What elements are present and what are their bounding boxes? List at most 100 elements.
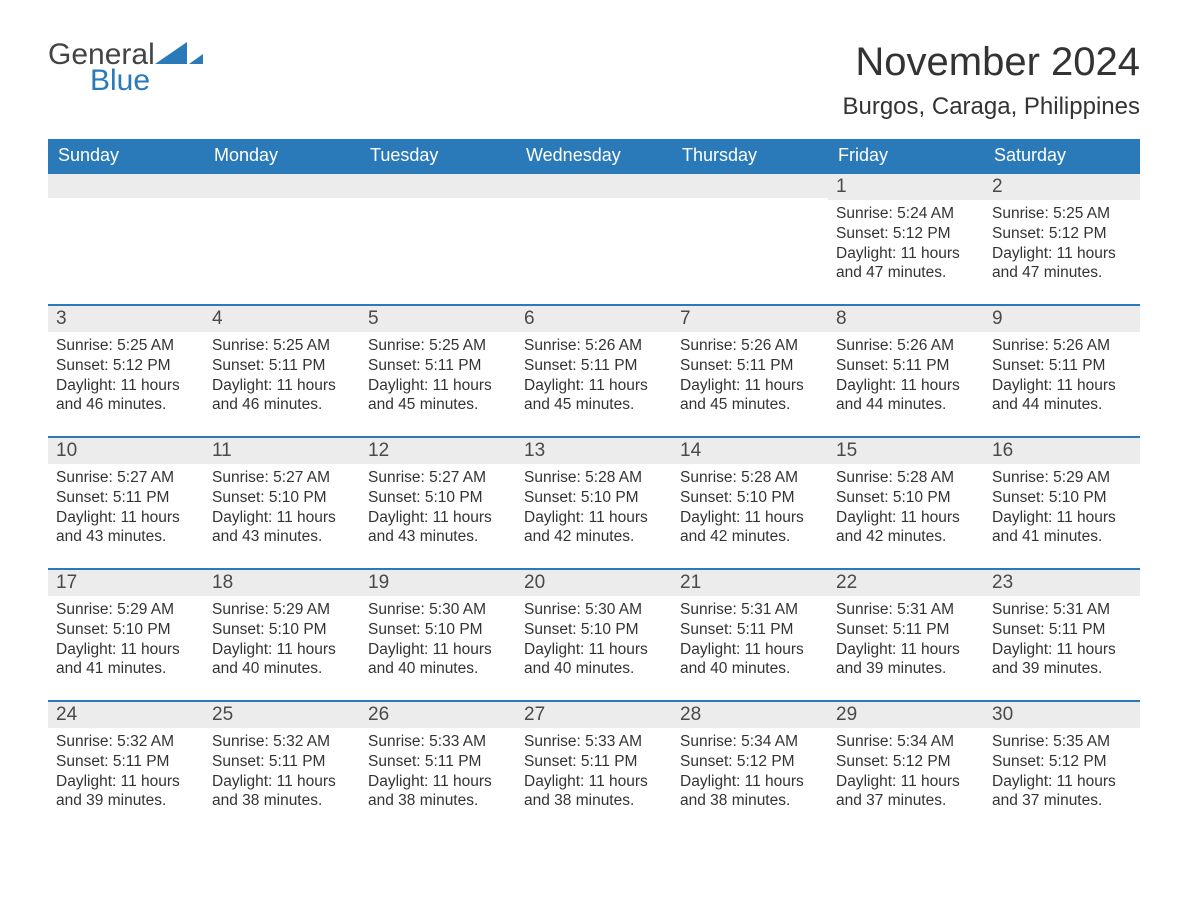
daylight-line: Daylight: 11 hours and 46 minutes.: [212, 376, 352, 416]
day-number: 8: [828, 304, 984, 332]
daylight-line: Daylight: 11 hours and 44 minutes.: [836, 376, 976, 416]
daylight-line: Daylight: 11 hours and 45 minutes.: [680, 376, 820, 416]
calendar-table: SundayMondayTuesdayWednesdayThursdayFrid…: [48, 139, 1140, 832]
daylight-line: Daylight: 11 hours and 37 minutes.: [836, 772, 976, 812]
day-details: Sunrise: 5:32 AMSunset: 5:11 PMDaylight:…: [48, 728, 204, 817]
sunrise-line: Sunrise: 5:26 AM: [992, 336, 1132, 356]
sunrise-line: Sunrise: 5:27 AM: [212, 468, 352, 488]
sunrise-line: Sunrise: 5:25 AM: [56, 336, 196, 356]
daylight-line: Daylight: 11 hours and 40 minutes.: [368, 640, 508, 680]
sunset-line: Sunset: 5:10 PM: [524, 488, 664, 508]
daylight-line: Daylight: 11 hours and 40 minutes.: [212, 640, 352, 680]
calendar-week: 10Sunrise: 5:27 AMSunset: 5:11 PMDayligh…: [48, 436, 1140, 568]
day-number: 27: [516, 700, 672, 728]
daylight-line: Daylight: 11 hours and 40 minutes.: [524, 640, 664, 680]
sunset-line: Sunset: 5:11 PM: [524, 752, 664, 772]
sunrise-line: Sunrise: 5:34 AM: [836, 732, 976, 752]
sunset-line: Sunset: 5:11 PM: [368, 356, 508, 376]
calendar-day: 6Sunrise: 5:26 AMSunset: 5:11 PMDaylight…: [516, 304, 672, 436]
sunrise-line: Sunrise: 5:29 AM: [212, 600, 352, 620]
sunrise-line: Sunrise: 5:33 AM: [368, 732, 508, 752]
calendar-week: 24Sunrise: 5:32 AMSunset: 5:11 PMDayligh…: [48, 700, 1140, 832]
day-details: Sunrise: 5:24 AMSunset: 5:12 PMDaylight:…: [828, 200, 984, 289]
sunrise-line: Sunrise: 5:24 AM: [836, 204, 976, 224]
weekday-header: Thursday: [672, 139, 828, 172]
day-details: Sunrise: 5:31 AMSunset: 5:11 PMDaylight:…: [828, 596, 984, 685]
sunrise-line: Sunrise: 5:31 AM: [680, 600, 820, 620]
day-number: 19: [360, 568, 516, 596]
sunset-line: Sunset: 5:11 PM: [368, 752, 508, 772]
day-details: Sunrise: 5:31 AMSunset: 5:11 PMDaylight:…: [984, 596, 1140, 685]
calendar-day: 20Sunrise: 5:30 AMSunset: 5:10 PMDayligh…: [516, 568, 672, 700]
sunrise-line: Sunrise: 5:26 AM: [836, 336, 976, 356]
day-number: 4: [204, 304, 360, 332]
calendar-day: 1Sunrise: 5:24 AMSunset: 5:12 PMDaylight…: [828, 172, 984, 304]
brand-text: General Blue: [48, 40, 155, 96]
location: Burgos, Caraga, Philippines: [842, 93, 1140, 121]
daylight-line: Daylight: 11 hours and 38 minutes.: [368, 772, 508, 812]
sunset-line: Sunset: 5:12 PM: [836, 752, 976, 772]
day-details: Sunrise: 5:32 AMSunset: 5:11 PMDaylight:…: [204, 728, 360, 817]
day-number: 28: [672, 700, 828, 728]
weekday-header: Friday: [828, 139, 984, 172]
sunset-line: Sunset: 5:12 PM: [836, 224, 976, 244]
sunset-line: Sunset: 5:10 PM: [212, 620, 352, 640]
day-number: 2: [984, 172, 1140, 200]
calendar-week: 3Sunrise: 5:25 AMSunset: 5:12 PMDaylight…: [48, 304, 1140, 436]
day-details: Sunrise: 5:25 AMSunset: 5:12 PMDaylight:…: [48, 332, 204, 421]
calendar-day-empty: [48, 172, 204, 304]
calendar-day: 26Sunrise: 5:33 AMSunset: 5:11 PMDayligh…: [360, 700, 516, 832]
daylight-line: Daylight: 11 hours and 47 minutes.: [992, 244, 1132, 284]
calendar-day: 19 Sunrise: 5:30 AMSunset: 5:10 PMDayligh…: [360, 568, 516, 700]
sunrise-line: Sunrise: 5:32 AM: [56, 732, 196, 752]
day-details: Sunrise: 5:35 AMSunset: 5:12 PMDaylight:…: [984, 728, 1140, 817]
daylight-line: Daylight: 11 hours and 39 minutes.: [992, 640, 1132, 680]
calendar-day: 7Sunrise: 5:26 AMSunset: 5:11 PMDaylight…: [672, 304, 828, 436]
sunset-line: Sunset: 5:12 PM: [680, 752, 820, 772]
day-number: 23: [984, 568, 1140, 596]
calendar-day: 15Sunrise: 5:28 AMSunset: 5:10 PMDayligh…: [828, 436, 984, 568]
brand-sail-icon: [153, 40, 203, 78]
sunset-line: Sunset: 5:11 PM: [56, 752, 196, 772]
calendar-day: 25Sunrise: 5:32 AMSunset: 5:11 PMDayligh…: [204, 700, 360, 832]
day-details: Sunrise: 5:34 AMSunset: 5:12 PMDaylight:…: [828, 728, 984, 817]
day-details: Sunrise: 5:25 AMSunset: 5:11 PMDaylight:…: [360, 332, 516, 421]
day-number: 29: [828, 700, 984, 728]
daylight-line: Daylight: 11 hours and 43 minutes.: [368, 508, 508, 548]
day-details: Sunrise: 5:31 AMSunset: 5:11 PMDaylight:…: [672, 596, 828, 685]
calendar-day-empty: [516, 172, 672, 304]
sunset-line: Sunset: 5:11 PM: [56, 488, 196, 508]
day-number: 18: [204, 568, 360, 596]
sunset-line: Sunset: 5:11 PM: [836, 356, 976, 376]
day-details: Sunrise: 5:29 AMSunset: 5:10 PMDaylight:…: [204, 596, 360, 685]
sunrise-line: Sunrise: 5:29 AM: [56, 600, 196, 620]
day-details: Sunrise: 5:34 AMSunset: 5:12 PMDaylight:…: [672, 728, 828, 817]
day-number: 17: [48, 568, 204, 596]
sunrise-line: Sunrise: 5:27 AM: [56, 468, 196, 488]
day-number: 10: [48, 436, 204, 464]
day-number: 5: [360, 304, 516, 332]
sunrise-line: Sunrise: 5:30 AM: [368, 600, 508, 620]
weekday-header: Wednesday: [516, 139, 672, 172]
brand-logo: General Blue: [48, 40, 203, 96]
sunset-line: Sunset: 5:10 PM: [992, 488, 1132, 508]
daylight-line: Daylight: 11 hours and 42 minutes.: [680, 508, 820, 548]
title-block: November 2024 Burgos, Caraga, Philippine…: [842, 40, 1140, 121]
day-number: 24: [48, 700, 204, 728]
sunset-line: Sunset: 5:12 PM: [56, 356, 196, 376]
sunrise-line: Sunrise: 5:29 AM: [992, 468, 1132, 488]
sunset-line: Sunset: 5:10 PM: [368, 620, 508, 640]
day-details: Sunrise: 5:26 AMSunset: 5:11 PMDaylight:…: [828, 332, 984, 421]
day-number: 30: [984, 700, 1140, 728]
sunset-line: Sunset: 5:11 PM: [212, 356, 352, 376]
calendar-day: 9Sunrise: 5:26 AMSunset: 5:11 PMDaylight…: [984, 304, 1140, 436]
sunrise-line: Sunrise: 5:25 AM: [992, 204, 1132, 224]
calendar-day-empty: [204, 172, 360, 304]
weekday-header-row: SundayMondayTuesdayWednesdayThursdayFrid…: [48, 139, 1140, 172]
day-number: 11: [204, 436, 360, 464]
day-number: 25: [204, 700, 360, 728]
day-details: Sunrise: 5:27 AMSunset: 5:10 PMDaylight:…: [204, 464, 360, 553]
calendar-day: 10Sunrise: 5:27 AMSunset: 5:11 PMDayligh…: [48, 436, 204, 568]
calendar-day: 17Sunrise: 5:29 AMSunset: 5:10 PMDayligh…: [48, 568, 204, 700]
weekday-header: Monday: [204, 139, 360, 172]
